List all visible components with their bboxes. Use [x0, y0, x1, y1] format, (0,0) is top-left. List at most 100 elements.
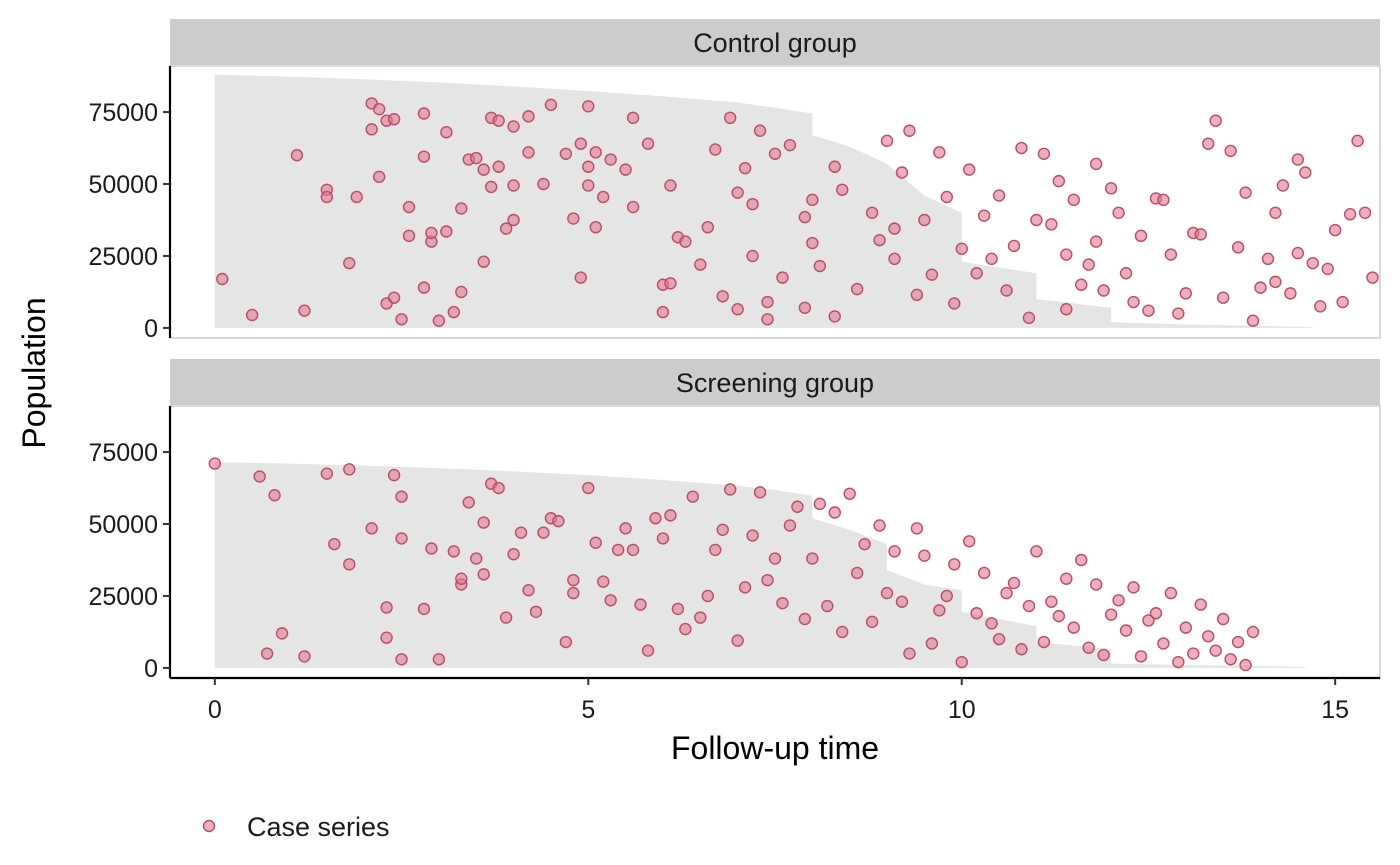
case-point — [1030, 545, 1043, 558]
case-point — [387, 291, 401, 304]
case-point — [753, 124, 767, 137]
case-point — [1000, 284, 1013, 297]
case-point — [395, 313, 408, 326]
case-point — [1284, 287, 1297, 300]
case-point — [522, 584, 535, 597]
case-point — [1015, 643, 1028, 656]
case-point — [455, 285, 468, 299]
case-point — [962, 535, 976, 548]
case-point — [1067, 621, 1080, 634]
case-point — [918, 549, 931, 562]
case-point — [903, 647, 916, 660]
case-point — [298, 304, 311, 317]
case-point — [1134, 229, 1148, 243]
case-point — [582, 100, 595, 113]
case-point — [828, 506, 841, 519]
case-point — [604, 594, 617, 607]
case-point — [1127, 295, 1140, 309]
case-point — [626, 200, 640, 214]
case-point — [1067, 193, 1080, 207]
case-point — [253, 470, 266, 483]
case-point — [649, 512, 662, 525]
case-point — [372, 102, 386, 116]
case-point — [1097, 648, 1110, 662]
case-point — [1052, 609, 1066, 623]
case-point — [1157, 193, 1170, 207]
case-point — [492, 481, 505, 495]
case-point — [761, 573, 774, 587]
facet-strip — [170, 359, 1380, 406]
case-point — [992, 189, 1006, 202]
case-point — [985, 617, 998, 630]
case-point — [343, 463, 356, 476]
case-point — [850, 282, 864, 296]
case-point — [574, 271, 588, 284]
case-point — [1209, 114, 1222, 127]
y-tick-label: 0 — [144, 655, 158, 683]
case-point — [1142, 614, 1155, 627]
case-point — [1179, 287, 1193, 300]
case-point — [865, 206, 879, 219]
case-point — [806, 236, 819, 250]
legend: Case series — [202, 812, 390, 842]
panel-screening-group: Screening group 0 25000 50000 75000 — [88, 359, 1381, 683]
case-point — [783, 519, 797, 532]
case-point — [552, 514, 565, 528]
case-point — [746, 249, 759, 263]
case-point — [1224, 144, 1237, 158]
case-point — [1089, 578, 1103, 591]
case-point — [470, 151, 483, 165]
case-point — [567, 586, 580, 600]
case-point — [828, 310, 841, 323]
case-point — [1007, 239, 1021, 253]
facet-title: Control group — [693, 28, 857, 58]
case-point — [753, 486, 767, 499]
case-point — [320, 467, 334, 480]
case-point — [589, 146, 602, 159]
case-point — [716, 523, 729, 536]
y-tick-label: 0 — [144, 315, 158, 343]
case-point — [679, 235, 692, 248]
case-point — [447, 305, 461, 319]
case-point — [626, 543, 640, 557]
case-point — [1022, 599, 1036, 613]
x-axis-title: Follow-up time — [671, 730, 879, 766]
case-point — [977, 566, 991, 580]
case-point — [537, 177, 550, 191]
case-point — [761, 313, 774, 326]
case-point — [1149, 607, 1163, 620]
case-point — [417, 281, 431, 294]
x-tick-label: 10 — [948, 696, 976, 724]
case-point — [387, 468, 401, 482]
case-point — [275, 627, 289, 640]
case-point — [1239, 658, 1252, 672]
case-point — [1291, 246, 1305, 260]
case-point — [380, 601, 393, 614]
case-point — [836, 183, 849, 196]
case-point — [694, 258, 707, 271]
case-point — [1000, 586, 1013, 600]
case-point — [567, 212, 580, 225]
case-point — [865, 615, 879, 629]
case-point — [679, 622, 692, 636]
case-point — [1306, 256, 1319, 270]
case-point — [768, 147, 782, 160]
case-point — [611, 543, 625, 557]
case-point — [1045, 595, 1058, 608]
y-axis-title: Population — [16, 297, 52, 448]
case-point — [918, 213, 931, 227]
case-point — [634, 598, 647, 611]
case-point — [597, 190, 610, 204]
case-point — [1142, 304, 1155, 317]
case-point — [821, 599, 834, 613]
case-point — [1164, 248, 1178, 261]
case-point — [783, 138, 797, 152]
y-tick-label: 50000 — [88, 511, 158, 539]
case-point — [828, 160, 841, 173]
case-point — [1045, 218, 1058, 231]
case-point — [582, 481, 595, 495]
y-tick-label: 25000 — [88, 583, 158, 611]
facet-strip — [170, 19, 1380, 66]
y-tick-label: 75000 — [88, 439, 158, 467]
case-point — [1216, 612, 1230, 626]
